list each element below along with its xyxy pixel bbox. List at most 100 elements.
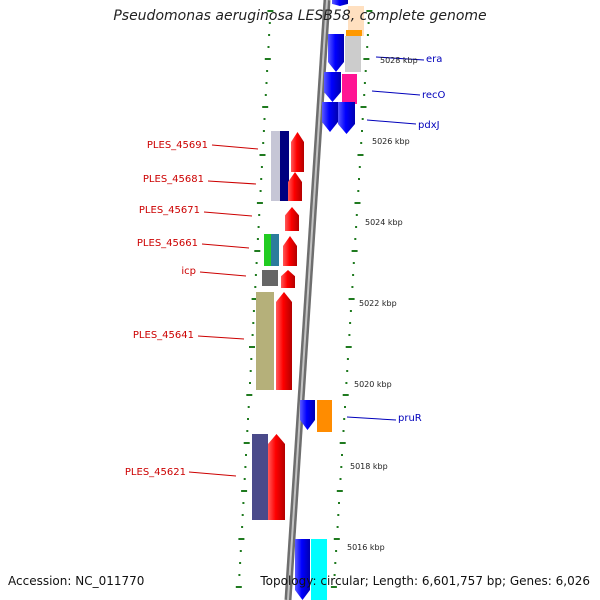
- feature-reco-magenta: [342, 74, 357, 104]
- track-tick: [345, 382, 348, 384]
- track-tick: [262, 130, 265, 132]
- track-tick: [254, 286, 257, 288]
- track-tick: [245, 454, 247, 456]
- forward-arrow: [281, 270, 295, 288]
- track-tick: [363, 58, 370, 60]
- feature-pruR-orange: [317, 400, 332, 432]
- track-tick: [346, 370, 349, 372]
- label-pdxj: pdxJ: [418, 120, 440, 131]
- track-tick: [241, 490, 248, 492]
- track-tick: [251, 298, 258, 300]
- track-tick: [252, 310, 255, 312]
- feature-ples-45661-b: [271, 234, 279, 266]
- label-ples-45621: PLES_45621: [125, 467, 186, 478]
- feature-ples-45621-box: [252, 434, 268, 520]
- track-tick: [250, 358, 253, 360]
- label-ples-45661: PLES_45661: [137, 238, 198, 249]
- track-tick: [267, 46, 270, 48]
- track-tick: [260, 178, 263, 180]
- map-title: Pseudomonas aeruginosa LESB58, complete …: [113, 8, 487, 24]
- feature-cyan: [311, 539, 327, 600]
- track-tick: [262, 106, 269, 108]
- left-gene-labels: PLES_45691 PLES_45681 PLES_45671 PLES_45…: [125, 140, 208, 478]
- track-tick: [247, 418, 249, 420]
- track-tick: [243, 442, 250, 444]
- track-tick: [264, 58, 271, 60]
- forward-arrow: [288, 172, 302, 201]
- track-tick: [355, 214, 358, 216]
- track-tick: [258, 214, 261, 216]
- track-tick: [336, 526, 339, 528]
- track-tick: [339, 442, 346, 444]
- track-tick: [257, 226, 260, 228]
- scale-label-5020: 5020 kbp: [354, 380, 392, 389]
- forward-arrow: [291, 132, 304, 172]
- track-tick: [355, 226, 358, 228]
- track-tick: [367, 22, 370, 24]
- label-ples-45671: PLES_45671: [139, 205, 200, 216]
- scale-label-5022: 5022 kbp: [359, 299, 397, 308]
- track-tick: [259, 154, 266, 156]
- feature-ples-45641-box: [256, 292, 274, 390]
- track-tick: [243, 478, 246, 480]
- track-tick: [366, 46, 369, 48]
- reverse-arrow: [295, 539, 310, 600]
- track-tick: [239, 550, 242, 552]
- track-tick: [251, 334, 254, 336]
- scale-label-5026: 5026 kbp: [372, 137, 410, 146]
- label-icp: icp: [181, 266, 196, 277]
- track-tick: [330, 586, 337, 588]
- track-tick: [349, 322, 352, 324]
- track-tick: [264, 94, 267, 96]
- scale-labels: 5028 kbp 5026 kbp 5024 kbp 5022 kbp 5020…: [347, 56, 418, 552]
- track-tick: [357, 190, 360, 192]
- track-tick: [337, 514, 340, 516]
- track-tick: [239, 562, 242, 564]
- track-tick: [238, 574, 241, 576]
- label-ples-45691: PLES_45691: [147, 140, 208, 151]
- track-tick: [343, 418, 346, 420]
- track-tick: [249, 370, 252, 372]
- track-tick: [241, 526, 244, 528]
- reverse-arrow: [338, 102, 355, 134]
- track-tick: [349, 310, 352, 312]
- track-tick: [241, 514, 244, 516]
- track-tick: [360, 142, 363, 144]
- track-tick: [364, 70, 367, 72]
- track-tick: [333, 574, 336, 576]
- label-prur: pruR: [398, 413, 422, 424]
- track-tick: [255, 262, 258, 264]
- track-tick: [238, 538, 245, 540]
- scale-label-5016: 5016 kbp: [347, 543, 385, 552]
- track-tick: [249, 346, 255, 348]
- scale-label-5018: 5018 kbp: [350, 462, 388, 471]
- track-tick: [268, 22, 271, 24]
- forward-arrow: [276, 292, 292, 390]
- track-tick: [333, 538, 340, 540]
- genome-backbone-highlight: [287, 0, 328, 600]
- reverse-arrow: [322, 102, 338, 132]
- track-tick: [256, 238, 259, 240]
- topology-text: Topology: circular; Length: 6,601,757 bp…: [260, 574, 590, 588]
- track-tick: [342, 430, 345, 432]
- feature-era-gray: [345, 36, 361, 72]
- track-tick: [360, 106, 367, 108]
- inner-dotted-track: [235, 10, 274, 588]
- track-tick: [247, 406, 250, 408]
- track-tick: [334, 562, 337, 564]
- track-tick: [345, 346, 352, 348]
- track-tick: [267, 10, 274, 12]
- track-tick: [348, 298, 355, 300]
- reverse-arrow: [300, 400, 315, 430]
- track-tick: [262, 142, 265, 144]
- reverse-arrow: [324, 72, 341, 102]
- reverse-arrow: [328, 34, 344, 72]
- track-tick: [363, 82, 366, 84]
- track-tick: [263, 118, 266, 120]
- feature-ples-45691-gene: [280, 131, 289, 201]
- track-tick: [361, 130, 363, 132]
- track-tick: [352, 274, 355, 276]
- track-tick: [249, 382, 251, 384]
- track-tick: [260, 166, 263, 168]
- track-tick: [254, 250, 261, 252]
